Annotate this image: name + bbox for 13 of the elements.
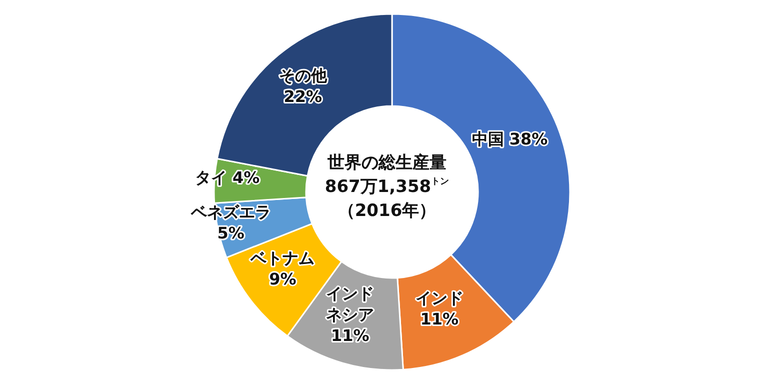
data-label: 9%: [269, 268, 296, 288]
text: 世界の総生産量: [326, 153, 446, 173]
data-label: 5%: [217, 222, 244, 242]
text: （2016年）: [338, 201, 436, 221]
slice-label: インドネシア: [326, 283, 374, 324]
slice-label: その他: [278, 65, 328, 84]
slice-label: 中国 38%: [472, 128, 548, 148]
slice-label: ベトナム: [250, 248, 315, 267]
slice-label: インド: [415, 288, 464, 308]
data-label: 11%: [420, 309, 459, 328]
data-label: 22%: [284, 86, 322, 106]
data-label: 11%: [331, 325, 370, 344]
text: 867万1,358$^{トン}$: [324, 177, 450, 197]
